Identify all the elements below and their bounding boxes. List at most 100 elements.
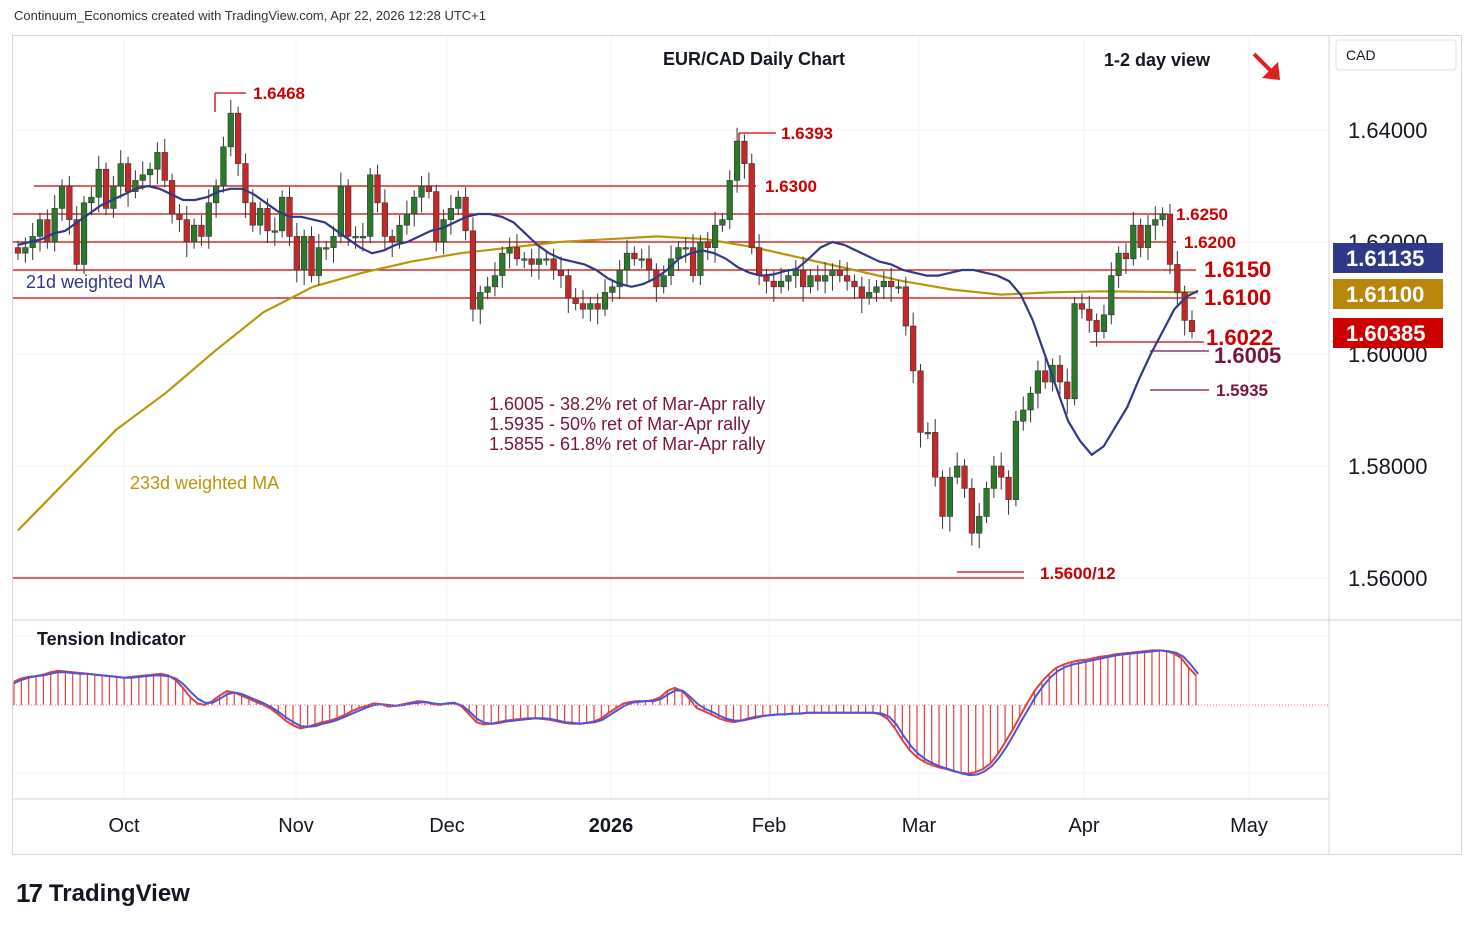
candle <box>822 262 829 294</box>
price-badge-label: 1.61100 <box>1346 282 1424 307</box>
level-label-1.6150: 1.6150 <box>1204 257 1271 282</box>
candle <box>73 206 80 272</box>
level-label-1.6005: 1.6005 <box>1214 343 1281 368</box>
candle <box>910 312 917 384</box>
candle <box>719 212 726 232</box>
candle <box>425 172 433 199</box>
candle <box>293 222 300 283</box>
x-tick: Dec <box>429 815 465 837</box>
candle <box>433 184 440 252</box>
tension-signal-line <box>13 649 1199 777</box>
tension-histogram <box>13 650 1197 774</box>
candle <box>301 229 308 286</box>
candle <box>1174 250 1181 305</box>
candle <box>124 156 132 207</box>
tradingview-logo[interactable]: 17 TradingView <box>16 878 190 909</box>
candle <box>1020 396 1027 431</box>
level-label-1.5600-12: 1.5600/12 <box>1040 564 1116 583</box>
candle <box>499 246 506 288</box>
candle <box>880 271 887 300</box>
candle <box>477 285 484 325</box>
y-tick: 1.64000 <box>1348 118 1428 143</box>
candle <box>198 215 205 246</box>
candle <box>323 240 330 260</box>
candle <box>484 276 491 300</box>
candle <box>998 452 1005 490</box>
candle <box>528 248 535 277</box>
candle <box>337 172 344 244</box>
x-tick: 2026 <box>589 815 634 837</box>
ma21-path <box>17 184 1199 457</box>
candle <box>110 175 117 218</box>
candle <box>183 206 190 258</box>
level-label-1.6468: 1.6468 <box>253 84 305 103</box>
candle <box>1056 355 1064 395</box>
candle <box>22 237 29 263</box>
level-label-1.6022: 1.6022 <box>1206 325 1273 350</box>
candle <box>1122 243 1130 274</box>
tension-line <box>13 649 1197 775</box>
candle <box>873 280 880 302</box>
candle <box>1100 304 1108 339</box>
candle <box>976 502 983 549</box>
candle <box>587 296 594 322</box>
candle <box>704 231 711 260</box>
annotation-line-3: 1.5855 - 61.8% ret of Mar-Apr rally <box>489 434 765 454</box>
candle <box>689 234 697 283</box>
down-right-arrow-icon <box>1252 52 1280 80</box>
candle <box>682 237 689 263</box>
candle <box>330 226 337 263</box>
candle <box>440 209 447 255</box>
price-badge-label: 1.61135 <box>1346 246 1424 271</box>
candle <box>36 212 44 252</box>
candle <box>161 138 168 188</box>
chart-frame <box>12 35 1462 855</box>
currency-box[interactable] <box>1335 39 1457 71</box>
candle <box>1064 368 1071 414</box>
y-tick: 1.56000 <box>1348 566 1428 591</box>
candle <box>506 237 513 269</box>
candle <box>1115 246 1122 288</box>
candle <box>895 280 902 294</box>
candle <box>748 153 755 255</box>
candle <box>455 190 462 216</box>
candle <box>1137 218 1144 258</box>
tradingview-logo-icon: 17 <box>16 878 43 908</box>
ma233-line <box>17 235 1199 532</box>
candle <box>638 248 645 269</box>
candle <box>1144 215 1152 260</box>
candle <box>829 263 836 291</box>
x-tick: Nov <box>278 815 314 837</box>
candle <box>491 262 499 297</box>
price-badge-ma233: 1.61100 <box>1333 279 1443 309</box>
level-label-1.6393: 1.6393 <box>781 124 833 143</box>
candle <box>770 271 777 302</box>
candle <box>1012 411 1019 507</box>
price-badge-last: 1.60385 <box>1333 318 1443 348</box>
x-tick: Mar <box>902 815 937 837</box>
level-label-1.5935: 1.5935 <box>1216 381 1268 400</box>
candle <box>741 134 748 179</box>
candle <box>44 209 51 249</box>
candle <box>616 259 623 300</box>
tradingview-logo-text: TradingView <box>48 879 190 907</box>
candle <box>513 234 521 266</box>
candle <box>235 106 242 176</box>
candle <box>308 226 315 283</box>
candle <box>469 217 477 322</box>
candle <box>946 467 953 532</box>
fib-level-lines <box>1090 341 1209 391</box>
candle <box>447 194 455 235</box>
candle <box>623 239 631 286</box>
candle <box>954 452 961 484</box>
candle <box>902 276 909 336</box>
candle <box>1027 386 1034 423</box>
candle <box>117 150 124 199</box>
candle <box>242 153 249 218</box>
x-tick: Apr <box>1068 815 1099 837</box>
candle <box>836 259 843 283</box>
candle <box>983 481 990 524</box>
candle <box>572 287 579 311</box>
candle <box>924 422 931 440</box>
